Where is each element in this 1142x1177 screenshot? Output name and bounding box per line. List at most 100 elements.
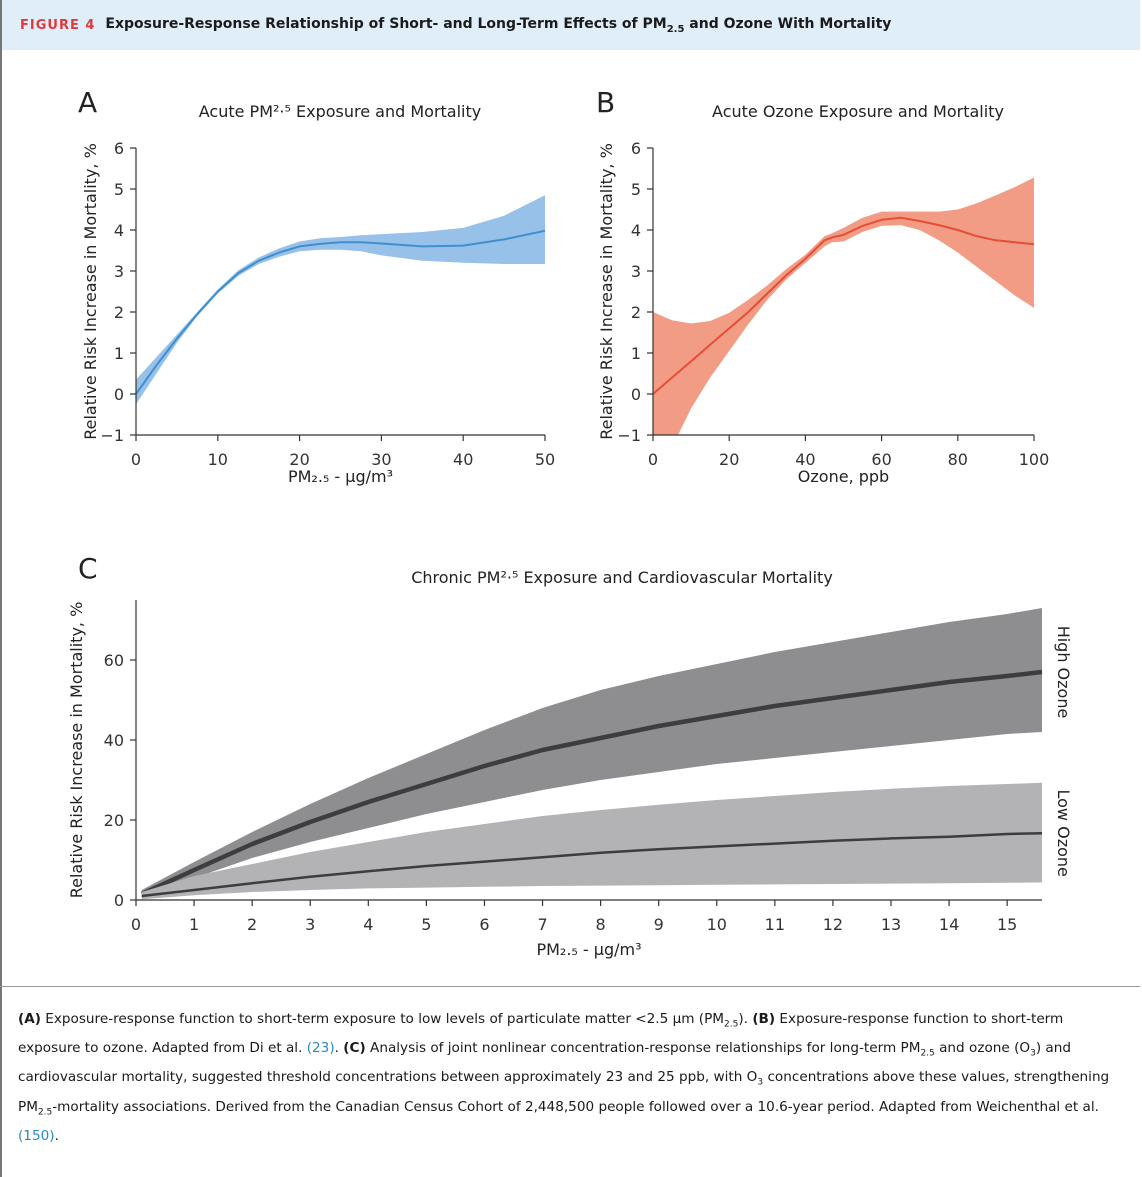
panel-b-line-0 bbox=[652, 216, 1035, 395]
panel-c-series-label-1: Low Ozone bbox=[1054, 790, 1073, 877]
caption-a-label: (A) bbox=[18, 1011, 41, 1027]
caption-b-text2: . bbox=[334, 1040, 344, 1057]
figure-caption: (A) Exposure-response function to short-… bbox=[18, 1008, 1118, 1148]
panel-b-label: B bbox=[596, 86, 615, 119]
panel-a-x-tick-label: 40 bbox=[453, 450, 473, 469]
panel-a-line-0 bbox=[135, 229, 546, 395]
panel-c-x-tick-label: 8 bbox=[596, 915, 606, 934]
caption-b-text1: Exposure-response function to short-term… bbox=[18, 1011, 1064, 1057]
panel-b-x-tick-label: 100 bbox=[1019, 450, 1050, 469]
panel-b-title: Acute Ozone Exposure and Mortality bbox=[712, 102, 1004, 121]
figure-title-sub: 2.5 bbox=[666, 23, 685, 35]
panel-b-x-tick-label: 20 bbox=[719, 450, 739, 469]
panel-b-y-tick-label: 4 bbox=[631, 221, 641, 240]
caption-c-ref-link[interactable]: (150) bbox=[18, 1127, 55, 1144]
panel-c-series-label-0: High Ozone bbox=[1054, 626, 1073, 719]
panel-a-x-tick-label: 30 bbox=[371, 450, 391, 469]
panel-c-y-tick-label: 40 bbox=[104, 731, 124, 750]
panel-c-y-label: Relative Risk Increase in Mortality, % bbox=[67, 602, 86, 899]
figure-frame bbox=[0, 50, 1140, 1177]
caption-b-label: (B) bbox=[752, 1011, 776, 1027]
caption-c-sub3: 3 bbox=[757, 1078, 764, 1089]
panel-b-y-label: Relative Risk Increase in Mortality, % bbox=[597, 143, 616, 440]
panel-a-y-tick-label: 4 bbox=[114, 221, 124, 240]
panel-b-x-tick-label: 60 bbox=[871, 450, 891, 469]
panel-a-y-label: Relative Risk Increase in Mortality, % bbox=[81, 143, 100, 440]
panel-a-x-tick-label: 0 bbox=[131, 450, 141, 469]
panel-b-x-tick-label: 40 bbox=[795, 450, 815, 469]
caption-b-ref-link[interactable]: (23) bbox=[306, 1040, 335, 1057]
figure-label: FIGURE 4 bbox=[20, 17, 96, 33]
panel-a-y-tick-label: 3 bbox=[114, 262, 124, 281]
panel-c-x-label: PM₂.₅ - μg/m³ bbox=[536, 940, 641, 959]
caption-c-sub1: 2.5 bbox=[920, 1048, 935, 1059]
caption-c-text5: -mortality associations. Derived from th… bbox=[52, 1098, 1099, 1115]
caption-c-text4: concentrations above these values, stren… bbox=[18, 1069, 1110, 1115]
panel-a-label: A bbox=[78, 86, 97, 119]
panel-c-x-tick-label: 10 bbox=[707, 915, 727, 934]
figure-title-end: and Ozone With Mortality bbox=[684, 15, 892, 32]
panel-c-x-tick-label: 1 bbox=[189, 915, 199, 934]
panel-c-band-0 bbox=[141, 608, 1043, 898]
caption-c-text2: and ozone (O bbox=[934, 1040, 1031, 1057]
panel-a-y-tick-label: 0 bbox=[114, 385, 124, 404]
panel-b-y-tick-label: 5 bbox=[631, 180, 641, 199]
panel-b-x-tick-label: 0 bbox=[648, 450, 658, 469]
panel-a-x-tick-label: 20 bbox=[289, 450, 309, 469]
panel-c-line-1 bbox=[141, 831, 1043, 898]
figure-title: Exposure-Response Relationship of Short-… bbox=[105, 16, 891, 35]
panel-c-x-tick-label: 4 bbox=[363, 915, 373, 934]
caption-c-sub2: 3 bbox=[1030, 1048, 1036, 1059]
caption-divider bbox=[0, 986, 1140, 987]
panel-c-title: Chronic PM²·⁵ Exposure and Cardiovascula… bbox=[411, 568, 833, 587]
charts-svg: A Acute PM²·⁵ Exposure and Mortality−1012… bbox=[67, 86, 1073, 959]
panel-c-y-tick-label: 60 bbox=[104, 651, 124, 670]
panel-b-band-0 bbox=[653, 177, 1034, 435]
caption-a-text1: Exposure-response function to short-term… bbox=[40, 1011, 725, 1027]
panel-a-y-tick-label: 1 bbox=[114, 344, 124, 363]
panel-a-y-tick-label: 5 bbox=[114, 180, 124, 199]
panel-a-y-tick-label: −1 bbox=[100, 426, 124, 445]
panel-b-y-tick-label: −1 bbox=[617, 426, 641, 445]
panel-c-label: C bbox=[78, 552, 98, 585]
caption-c-sub4: 2.5 bbox=[37, 1107, 53, 1118]
panel-c-x-tick-label: 12 bbox=[823, 915, 843, 934]
panel-b-x-label: Ozone, ppb bbox=[798, 467, 889, 486]
panel-a-y-tick-label: 2 bbox=[114, 303, 124, 322]
panel-c-x-tick-label: 13 bbox=[881, 915, 901, 934]
figure-title-main: Exposure-Response Relationship of Short-… bbox=[105, 15, 667, 32]
panel-a-x-tick-label: 10 bbox=[208, 450, 228, 469]
panel-b-y-tick-label: 0 bbox=[631, 385, 641, 404]
panel-c-x-tick-label: 6 bbox=[479, 915, 489, 934]
panel-a-band-0 bbox=[136, 195, 545, 405]
panel-c-x-tick-label: 11 bbox=[765, 915, 785, 934]
panel-c-line-0 bbox=[140, 669, 1043, 897]
panel-c-x-tick-label: 5 bbox=[421, 915, 431, 934]
panel-c-y-tick-label: 0 bbox=[114, 891, 124, 910]
panel-b-y-tick-label: 3 bbox=[631, 262, 641, 281]
caption-c-text6: . bbox=[54, 1127, 59, 1144]
panel-b-x-tick-label: 80 bbox=[948, 450, 968, 469]
panel-a-x-tick-label: 50 bbox=[535, 450, 555, 469]
panel-c-x-tick-label: 9 bbox=[654, 915, 664, 934]
panel-a-x-label: PM₂.₅ - μg/m³ bbox=[288, 467, 393, 486]
panel-c-x-tick-label: 0 bbox=[131, 915, 141, 934]
panel-c-x-tick-label: 3 bbox=[305, 915, 315, 934]
caption-a-text2: ). bbox=[738, 1011, 753, 1027]
panel-a-y-tick-label: 6 bbox=[114, 139, 124, 158]
panel-c-x-tick-label: 2 bbox=[247, 915, 257, 934]
caption-c-text3: ) and cardiovascular mortality, suggeste… bbox=[18, 1040, 1072, 1086]
caption-c-label: (C) bbox=[343, 1040, 366, 1057]
panel-a-title: Acute PM²·⁵ Exposure and Mortality bbox=[199, 102, 481, 121]
panel-c-y-tick-label: 20 bbox=[104, 811, 124, 830]
panel-b-y-tick-label: 2 bbox=[631, 303, 641, 322]
caption-a-sub: 2.5 bbox=[724, 1019, 739, 1030]
panel-b-y-tick-label: 6 bbox=[631, 139, 641, 158]
caption-c-text1: Analysis of joint nonlinear concentratio… bbox=[365, 1040, 921, 1057]
panel-b-y-tick-label: 1 bbox=[631, 344, 641, 363]
panel-c-x-tick-label: 14 bbox=[939, 915, 959, 934]
panel-c-x-tick-label: 7 bbox=[537, 915, 547, 934]
figure-header: FIGURE 4 Exposure-Response Relationship … bbox=[0, 0, 1140, 50]
panel-c-x-tick-label: 15 bbox=[997, 915, 1017, 934]
